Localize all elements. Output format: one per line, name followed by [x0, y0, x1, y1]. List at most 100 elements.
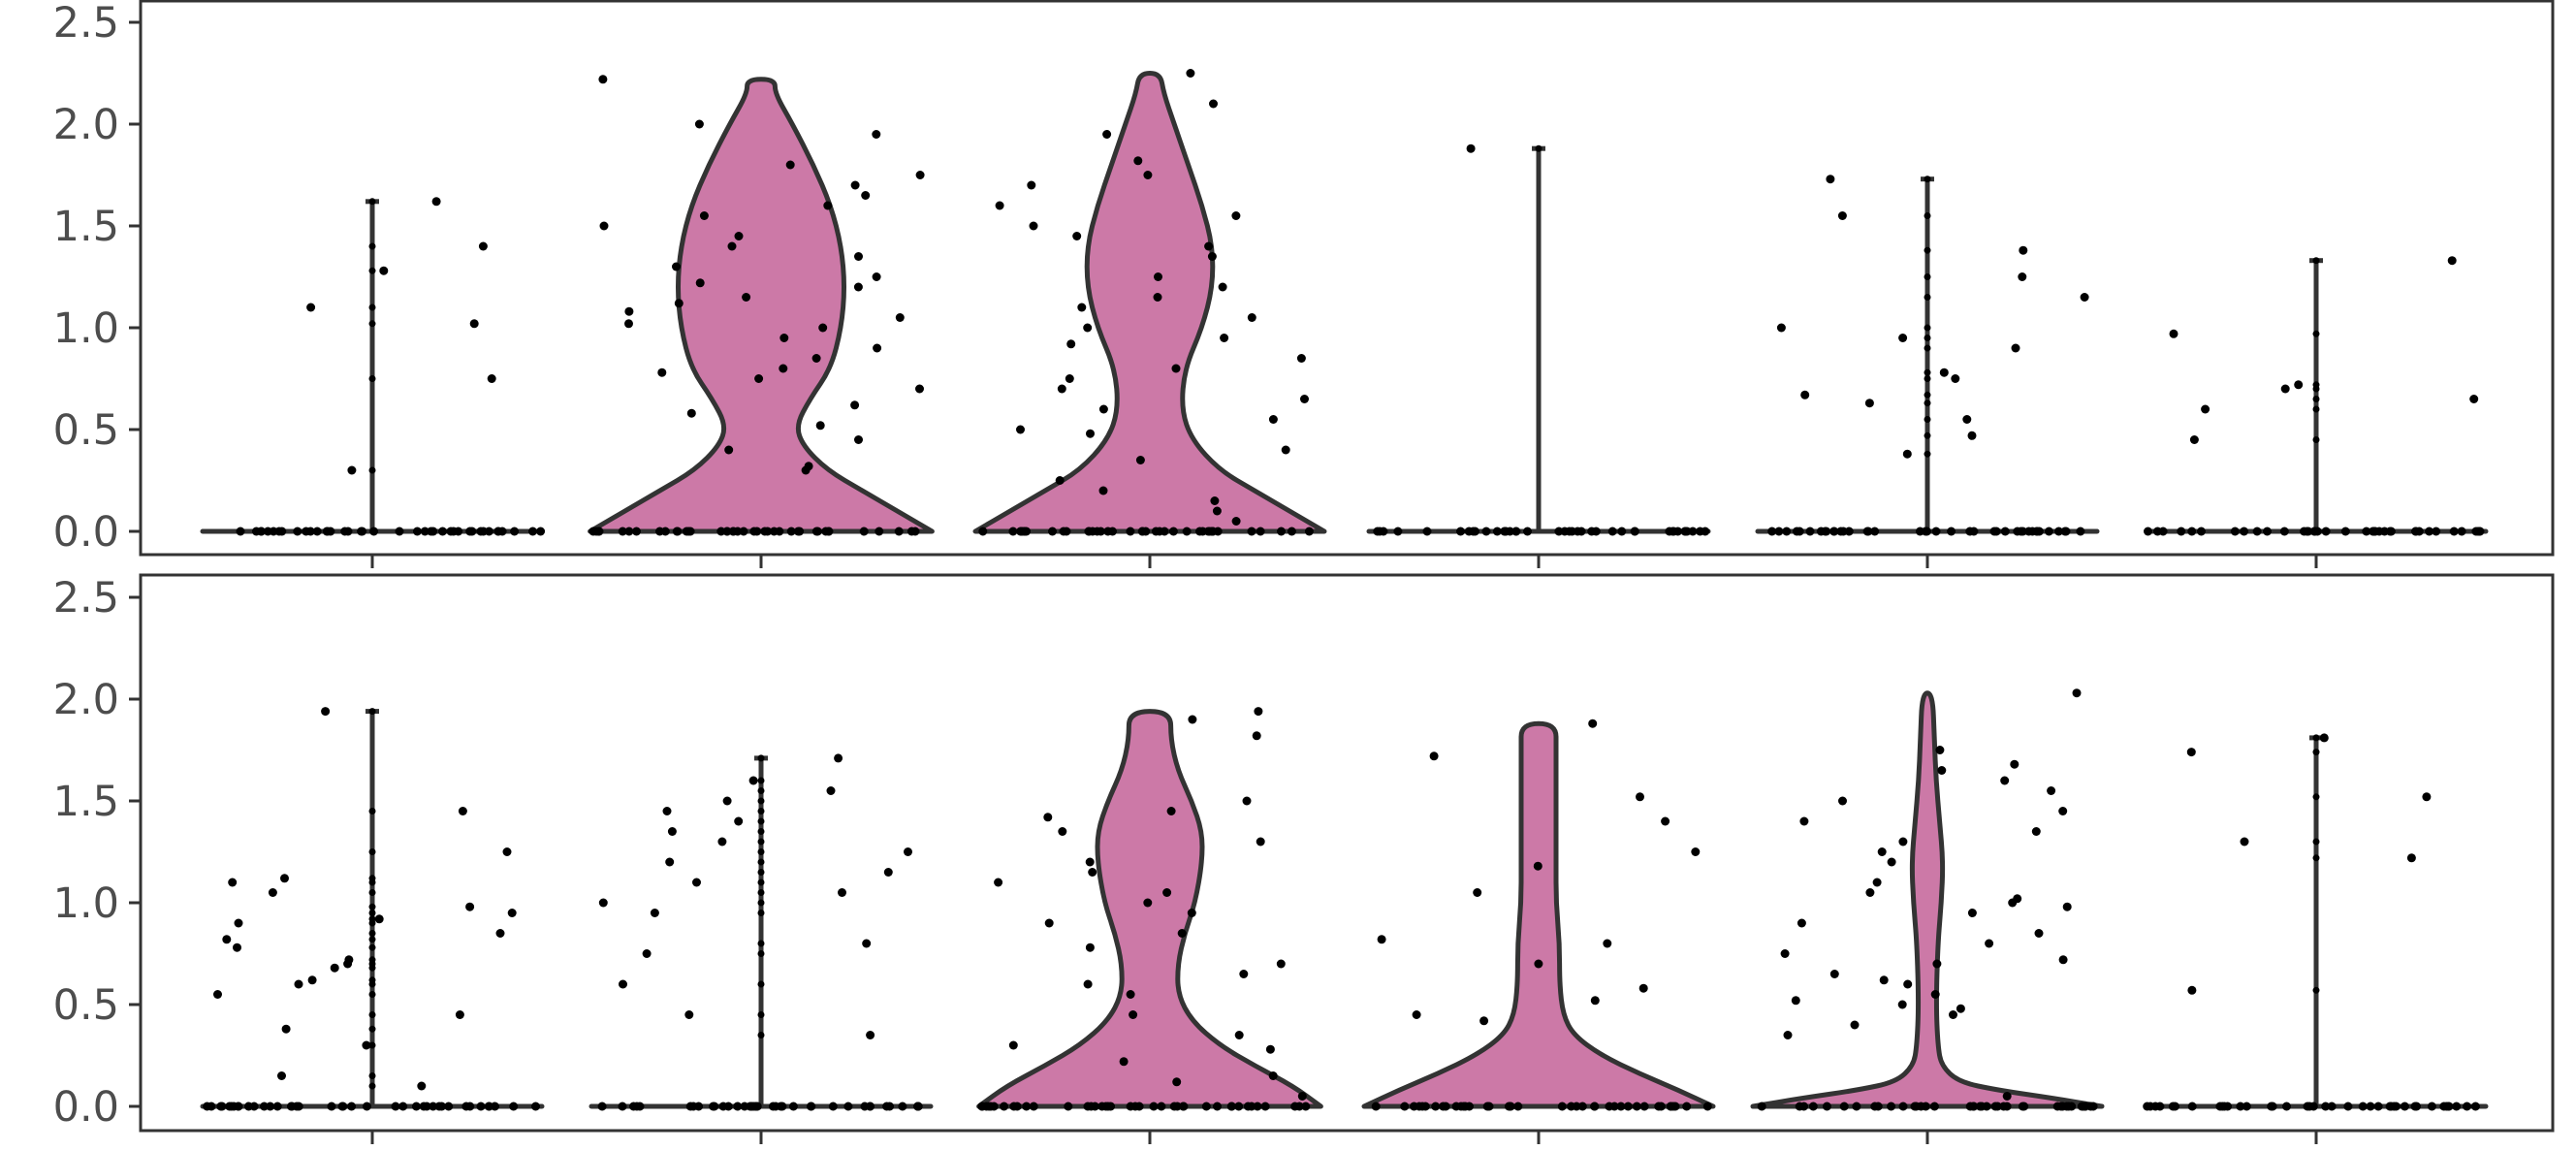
data-point: [368, 267, 376, 274]
data-point: [417, 1081, 427, 1091]
data-point: [312, 527, 322, 536]
data-point: [1209, 99, 1218, 109]
y-tick-label: 2.0: [53, 101, 119, 149]
data-point: [244, 1102, 253, 1111]
data-point: [1799, 1102, 1809, 1111]
data-point: [1098, 486, 1108, 495]
data-point: [412, 527, 422, 536]
data-point: [1297, 1092, 1307, 1101]
data-point: [1887, 1102, 1896, 1111]
data-point: [422, 1102, 431, 1111]
data-point: [624, 319, 633, 329]
data-point: [686, 408, 696, 418]
data-point: [2201, 404, 2210, 414]
data-point: [368, 930, 376, 937]
data-point: [2177, 527, 2186, 536]
data-point: [368, 198, 376, 206]
data-point: [1083, 979, 1093, 989]
data-point: [854, 252, 863, 261]
data-point: [1897, 1000, 1907, 1009]
data-point: [1473, 888, 1482, 897]
data-point: [1930, 990, 1940, 999]
data-point: [984, 1102, 994, 1111]
violin-body: [976, 709, 1323, 1109]
data-point: [1210, 496, 1220, 505]
data-point: [1829, 527, 1839, 536]
data-point: [1008, 1040, 1018, 1050]
data-point: [362, 1102, 371, 1111]
data-point: [1902, 449, 1912, 459]
data-point: [1607, 527, 1617, 536]
y-tick-label: 0.5: [53, 406, 119, 455]
data-point: [1239, 970, 1249, 978]
data-point: [995, 201, 1004, 210]
data-point: [717, 837, 727, 847]
data-point: [2469, 395, 2479, 403]
data-point: [434, 1102, 444, 1111]
data-point: [1967, 909, 1977, 917]
data-point: [1791, 996, 1800, 1006]
data-point: [1767, 527, 1777, 536]
data-point: [757, 787, 765, 794]
y-tick-label: 1.0: [53, 304, 119, 353]
y-tick-label: 2.5: [53, 0, 119, 48]
data-point: [368, 875, 376, 882]
data-point: [2427, 1102, 2436, 1111]
data-point: [305, 527, 315, 536]
data-point: [2077, 1102, 2086, 1111]
data-point: [2240, 527, 2249, 536]
data-point: [368, 242, 376, 250]
data-point: [665, 857, 675, 867]
data-point: [1969, 527, 1979, 536]
data-point: [2240, 837, 2249, 847]
data-point: [724, 445, 734, 455]
data-point: [694, 119, 704, 129]
data-point: [1417, 1102, 1427, 1111]
data-point: [478, 241, 488, 251]
data-point: [2369, 527, 2379, 536]
data-point: [1991, 527, 2001, 536]
data-point: [1924, 375, 1931, 382]
data-point: [213, 990, 222, 999]
data-point: [1484, 1102, 1494, 1111]
data-point: [277, 1071, 286, 1080]
data-point: [2294, 380, 2304, 390]
data-point: [2072, 688, 2082, 698]
data-point: [850, 400, 860, 410]
data-point: [2143, 1102, 2152, 1111]
data-point: [828, 1102, 838, 1111]
data-point: [1504, 1102, 1513, 1111]
data-point: [1910, 1102, 1920, 1111]
data-point: [2085, 1102, 2095, 1111]
data-point: [368, 1072, 376, 1079]
data-point: [1400, 1102, 1410, 1111]
data-point: [1212, 506, 1222, 516]
data-point: [2155, 1102, 2165, 1111]
data-point: [2058, 807, 2068, 815]
data-point: [695, 278, 705, 288]
data-point: [507, 909, 517, 917]
data-point: [734, 232, 744, 240]
data-point: [2389, 1102, 2399, 1111]
data-point: [632, 527, 641, 536]
data-point: [727, 241, 737, 251]
data-point: [843, 1102, 853, 1111]
data-point: [1638, 983, 1648, 993]
data-point: [528, 527, 537, 536]
data-point: [1682, 1102, 1692, 1111]
data-point: [1492, 527, 1502, 536]
data-point: [2044, 527, 2053, 536]
data-point: [1924, 431, 1931, 439]
data-point: [2312, 257, 2320, 265]
data-point: [2463, 1102, 2471, 1111]
data-point: [2242, 1102, 2251, 1111]
data-point: [1268, 415, 1278, 424]
data-point: [757, 1032, 765, 1038]
data-point: [306, 303, 316, 312]
data-point: [866, 1031, 875, 1039]
data-point: [1077, 303, 1087, 312]
data-point: [272, 1102, 282, 1111]
data-point: [811, 527, 821, 536]
data-point: [1505, 527, 1514, 536]
data-point: [2340, 527, 2350, 536]
